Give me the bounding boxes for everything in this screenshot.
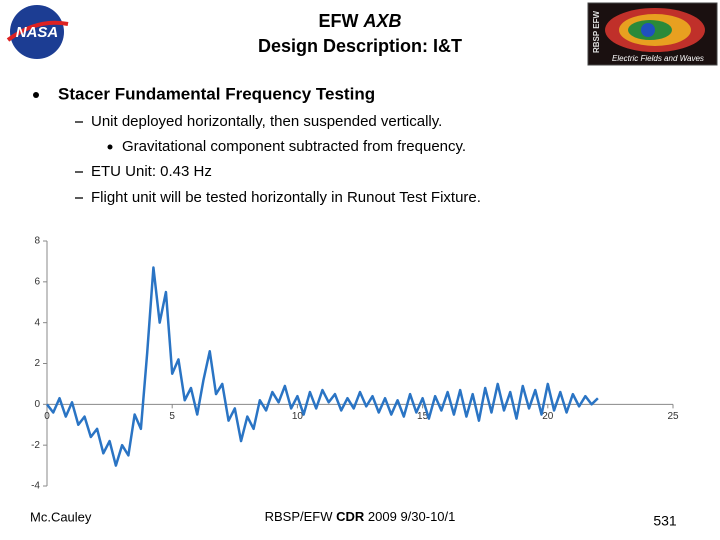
logo-shape	[641, 23, 655, 37]
bullet-text: Stacer Fundamental Frequency Testing	[58, 84, 375, 103]
logo-circle	[10, 5, 64, 59]
title: EFW AXB	[318, 11, 401, 31]
title-plain: EFW	[318, 11, 358, 31]
y-tick-label: 4	[34, 317, 40, 328]
footer-author: Mc.Cauley	[30, 509, 92, 524]
subtitle: Design Description: I&T	[258, 36, 462, 56]
x-tick-label: 5	[169, 411, 175, 422]
y-tick-label: 8	[34, 236, 40, 247]
y-tick-label: -2	[31, 440, 40, 451]
nasa-logo: NASA	[6, 5, 69, 59]
bullet-text: Flight unit will be tested horizontally …	[91, 189, 481, 206]
bullet-text: Unit deployed horizontally, then suspend…	[91, 113, 442, 130]
x-tick-label: 15	[417, 411, 429, 422]
y-tick-label: 0	[34, 399, 40, 410]
bullet-list: Stacer Fundamental Frequency Testing Unit…	[33, 84, 481, 206]
logo-swoosh	[6, 20, 69, 42]
logo-text: NASA	[16, 24, 59, 41]
footer-part: 2009 9/30-10/1	[364, 509, 455, 524]
chart: -4 -2 0 2 4 6 8 0 5 10 15 20 25	[31, 236, 679, 492]
rbsp-logo: RBSP EFW Electric Fields and Waves	[587, 2, 718, 66]
bullet-dot	[107, 144, 113, 150]
footer-center: RBSP/EFW CDR 2009 9/30-10/1	[265, 509, 456, 524]
x-tick-label: 10	[292, 411, 304, 422]
logo-side-text: RBSP EFW	[592, 11, 601, 54]
bullet-dot	[33, 92, 39, 98]
logo-caption: Electric Fields and Waves	[612, 54, 704, 63]
bullet-text: Gravitational component subtracted from …	[122, 138, 466, 155]
x-tick-label: 0	[44, 411, 50, 422]
footer-part: RBSP/EFW	[265, 509, 337, 524]
y-tick-label: -4	[31, 481, 40, 492]
bullet-text: ETU Unit: 0.43 Hz	[91, 163, 212, 180]
title-italic: AXB	[363, 11, 402, 31]
x-tick-label: 20	[542, 411, 554, 422]
data-line	[46, 266, 599, 467]
y-tick-label: 6	[34, 276, 40, 287]
page-number: 531	[653, 513, 677, 529]
x-tick-label: 25	[667, 411, 679, 422]
footer-bold: CDR	[336, 509, 365, 524]
y-tick-label: 2	[34, 358, 40, 369]
